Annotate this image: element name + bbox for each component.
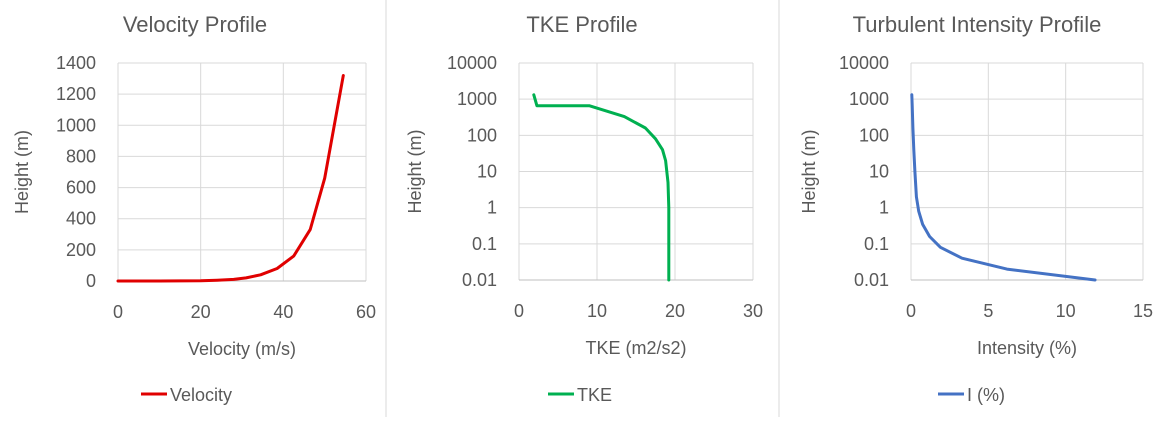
y-tick-label: 100 — [859, 125, 889, 145]
series-line — [910, 93, 1097, 282]
legend-label: TKE — [577, 385, 612, 405]
x-tick-label: 30 — [743, 301, 763, 321]
y-axis-label: Height (m) — [799, 129, 819, 213]
y-axis-label: Height (m) — [12, 130, 32, 214]
legend-label: I (%) — [967, 385, 1005, 405]
y-tick-label: 1000 — [56, 115, 96, 135]
y-tick-label: 1000 — [849, 89, 889, 109]
x-axis-label: TKE (m2/s2) — [585, 338, 686, 358]
x-tick-label: 10 — [587, 301, 607, 321]
y-tick-label: 10000 — [447, 53, 497, 73]
x-tick-label: 60 — [356, 302, 376, 322]
y-tick-label: 1000 — [457, 89, 497, 109]
x-tick-label: 0 — [514, 301, 524, 321]
x-tick-label: 10 — [1056, 301, 1076, 321]
x-tick-label: 5 — [983, 301, 993, 321]
x-axis-label: Velocity (m/s) — [188, 339, 296, 359]
y-tick-label: 0 — [86, 271, 96, 291]
series-line — [532, 93, 671, 282]
y-tick-label: 1 — [487, 198, 497, 218]
x-tick-label: 40 — [273, 302, 293, 322]
x-axis-label: Intensity (%) — [977, 338, 1077, 358]
y-tick-label: 200 — [66, 240, 96, 260]
x-tick-label: 0 — [906, 301, 916, 321]
y-tick-label: 1200 — [56, 84, 96, 104]
y-tick-label: 10000 — [839, 53, 889, 73]
y-tick-label: 1400 — [56, 53, 96, 73]
y-tick-label: 400 — [66, 209, 96, 229]
y-tick-label: 800 — [66, 146, 96, 166]
series-line — [116, 74, 345, 283]
y-tick-label: 10 — [477, 162, 497, 182]
y-tick-label: 1 — [879, 198, 889, 218]
chart-title: Velocity Profile — [123, 12, 267, 37]
x-tick-label: 20 — [191, 302, 211, 322]
x-tick-label: 20 — [665, 301, 685, 321]
y-tick-label: 100 — [467, 125, 497, 145]
x-tick-label: 0 — [113, 302, 123, 322]
y-tick-label: 0.01 — [462, 270, 497, 290]
y-tick-label: 0.1 — [472, 234, 497, 254]
y-tick-label: 10 — [869, 162, 889, 182]
y-tick-label: 600 — [66, 178, 96, 198]
chart-title: Turbulent Intensity Profile — [853, 12, 1102, 37]
chart-title: TKE Profile — [526, 12, 637, 37]
y-tick-label: 0.1 — [864, 234, 889, 254]
y-axis-label: Height (m) — [405, 129, 425, 213]
y-tick-label: 0.01 — [854, 270, 889, 290]
x-tick-label: 15 — [1133, 301, 1153, 321]
legend-label: Velocity — [170, 385, 232, 405]
